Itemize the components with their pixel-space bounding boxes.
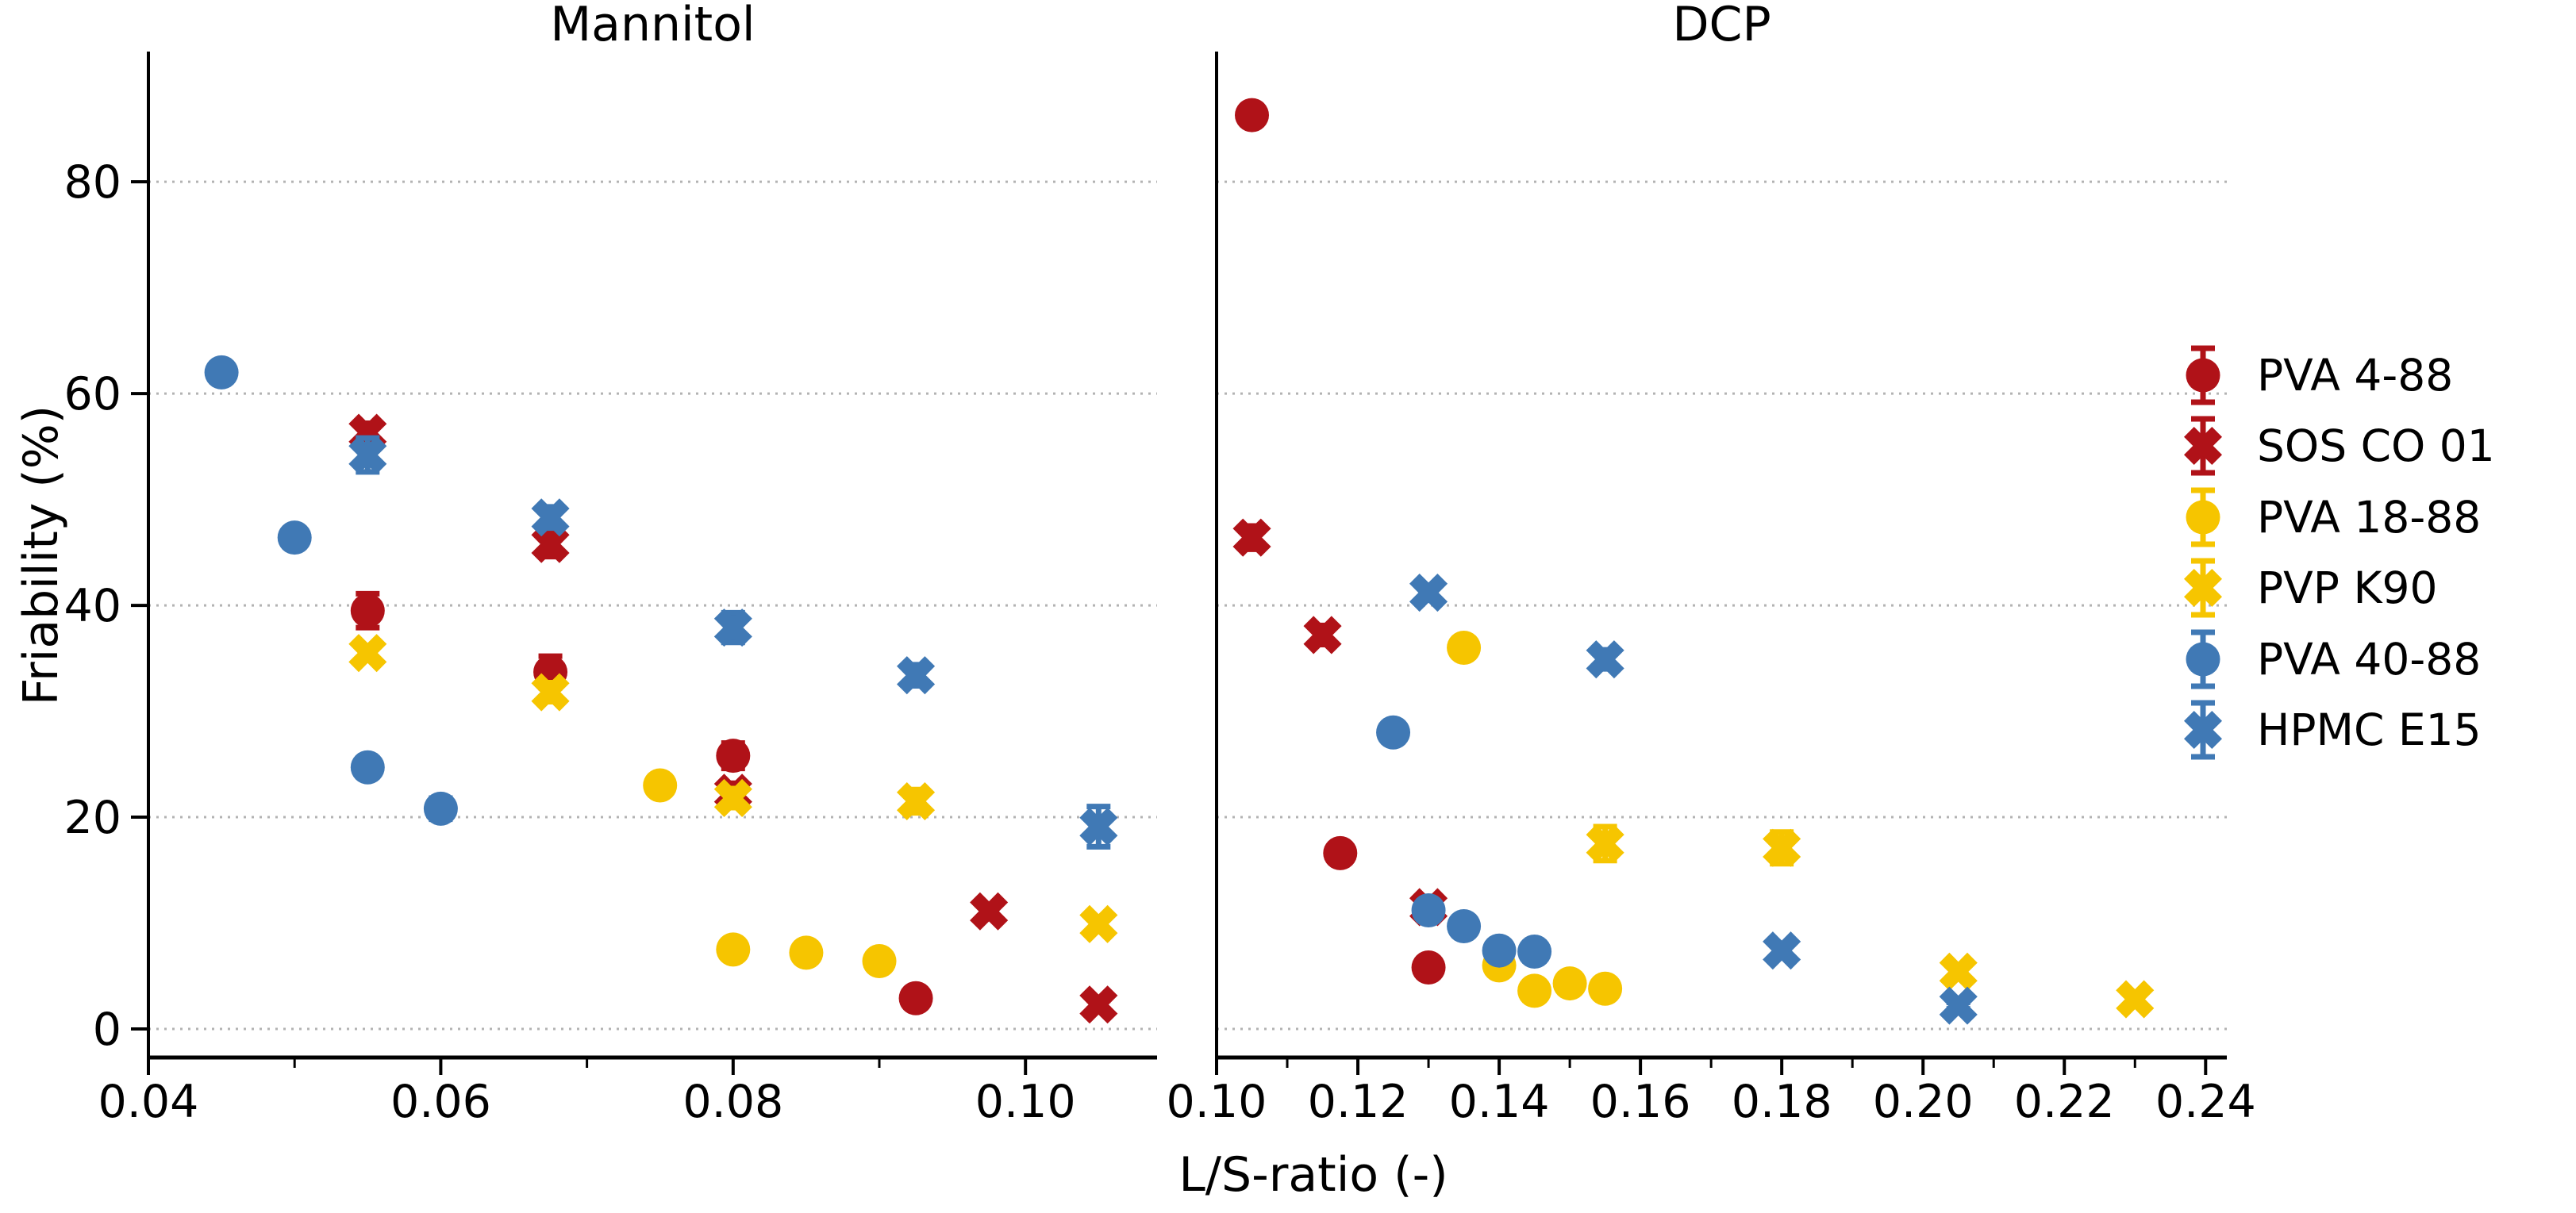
x-tick-label: 0.12 — [1308, 1076, 1409, 1128]
legend-item-pva-40-88: PVA 40-88 — [2176, 629, 2481, 689]
blue-x-marker-icon — [2176, 700, 2230, 760]
series-pvp-k90 — [1586, 823, 2155, 1019]
red-circle-marker-icon — [2176, 345, 2230, 405]
x-axis-label: L/S-ratio (-) — [1178, 1147, 1448, 1203]
y-tick-label: 80 — [63, 156, 121, 209]
series-pva-40-88 — [204, 355, 458, 826]
series-hpmc-e15 — [1409, 574, 1978, 1025]
x-tick-label: 0.16 — [1590, 1076, 1691, 1128]
y-tick-label: 20 — [63, 792, 121, 844]
y-tick-label: 0 — [93, 1004, 121, 1056]
x-tick-label: 0.10 — [975, 1076, 1076, 1128]
legend-item-label: PVA 40-88 — [2257, 634, 2482, 685]
legend-item-sos-co-01: SOS CO 01 — [2176, 416, 2495, 476]
x-tick-label: 0.04 — [98, 1076, 199, 1128]
yellow-x-marker-icon — [2176, 558, 2230, 618]
legend-item-pva-4-88: PVA 4-88 — [2176, 345, 2453, 405]
x-tick-label: 0.20 — [1873, 1076, 1974, 1128]
y-axis-label: Friability (%) — [13, 405, 69, 706]
red-x-marker-icon — [2176, 416, 2230, 476]
series-pva-4-88 — [1235, 98, 1446, 985]
panel-title-dcp: DCP — [1672, 0, 1771, 52]
panel-mannitol: 0 20 40 60 80 0.04 0.06 0.08 0.10 — [63, 52, 1157, 1128]
x-tick-label: 0.08 — [682, 1076, 783, 1128]
x-tick-label: 0.14 — [1449, 1076, 1550, 1128]
x-tick-label: 0.06 — [390, 1076, 491, 1128]
series-pva-4-88 — [350, 590, 933, 1015]
panel-title-mannitol: Mannitol — [550, 0, 755, 52]
panel-dcp: 0.10 0.12 0.14 0.16 0.18 0.20 0.22 0.24 — [1167, 52, 2256, 1128]
series-hpmc-e15 — [348, 435, 1118, 850]
legend-item-label: PVA 18-88 — [2257, 492, 2482, 543]
legend-item-label: PVA 4-88 — [2257, 350, 2454, 401]
legend-item-label: PVP K90 — [2257, 562, 2438, 613]
x-tick-label: 0.18 — [1732, 1076, 1832, 1128]
legend-item-pva-18-88: PVA 18-88 — [2176, 487, 2481, 547]
y-tick-label: 60 — [63, 368, 121, 420]
series-pva-40-88 — [1376, 715, 1552, 969]
legend-item-pvp-k90: PVP K90 — [2176, 558, 2438, 618]
legend-item-label: HPMC E15 — [2257, 704, 2482, 755]
series-pvp-k90 — [348, 634, 1118, 943]
legend-item-hpmc-e15: HPMC E15 — [2176, 700, 2482, 760]
series-sos-co-01 — [348, 413, 1118, 1024]
blue-circle-marker-icon — [2176, 629, 2230, 689]
y-tick-label: 40 — [63, 580, 121, 632]
yellow-circle-marker-icon — [2176, 487, 2230, 547]
x-tick-label: 0.22 — [2014, 1076, 2115, 1128]
legend-item-label: SOS CO 01 — [2257, 420, 2495, 471]
x-tick-label: 0.24 — [2155, 1076, 2256, 1128]
x-tick-label: 0.10 — [1167, 1076, 1267, 1128]
series-pva-18-88 — [643, 768, 897, 979]
